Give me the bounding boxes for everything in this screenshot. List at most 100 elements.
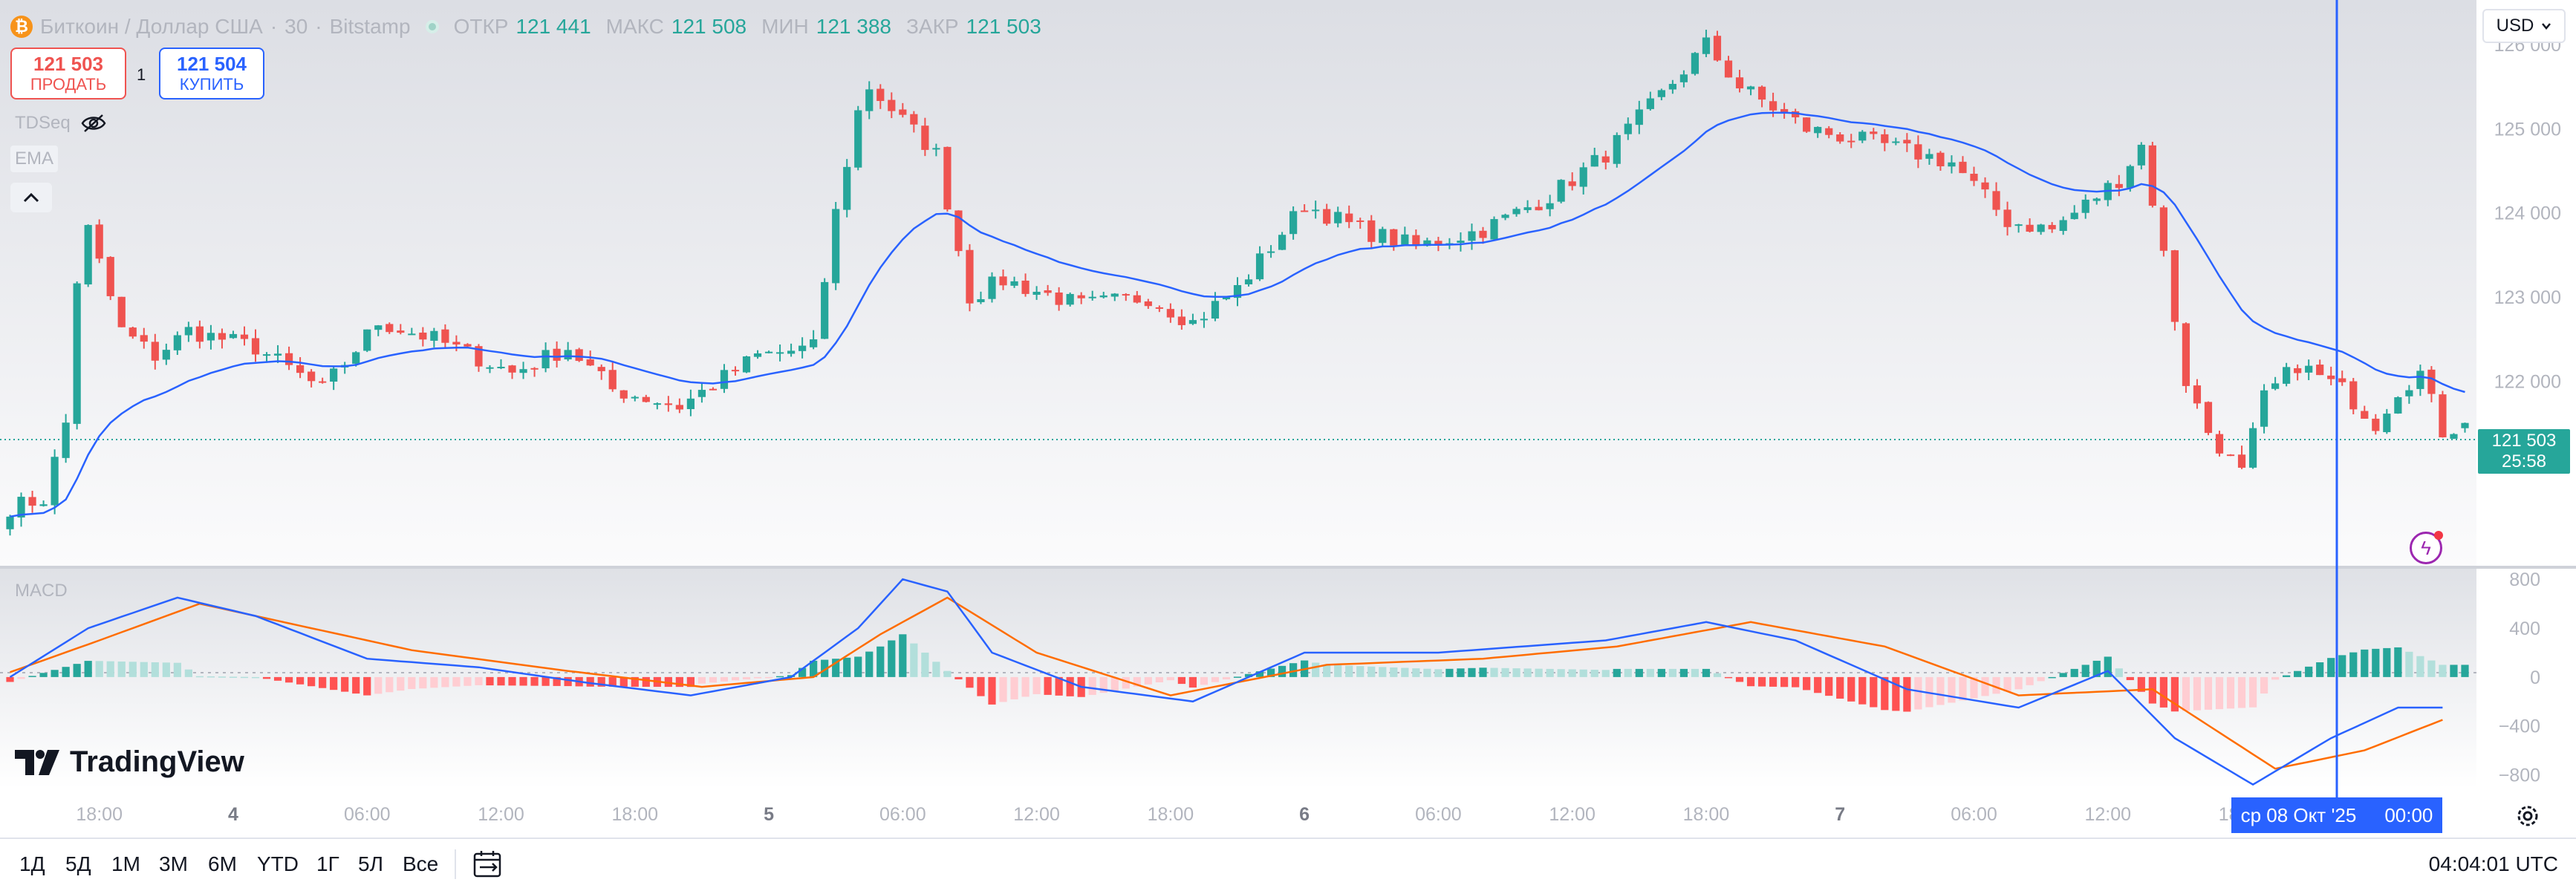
macd-histogram-bar: [2338, 655, 2346, 677]
macd-histogram-bar: [173, 662, 181, 677]
tradingview-logo[interactable]: TradingView: [15, 745, 244, 779]
candle-body: [151, 342, 159, 361]
macd-histogram-bar: [1657, 668, 1665, 677]
macd-histogram-bar: [932, 662, 940, 677]
range-all[interactable]: Все: [403, 852, 439, 875]
candle-body: [2048, 225, 2056, 229]
macd-histogram-bar: [821, 659, 829, 677]
macd-histogram-bar: [352, 676, 360, 694]
candle-body: [308, 371, 316, 382]
symbol-header[interactable]: ₿ Биткоин / Доллар США · 30 · Bitstamp О…: [10, 10, 1041, 43]
candle-body: [1635, 109, 1643, 125]
candle-body: [564, 350, 572, 360]
macd-histogram-bar: [631, 676, 639, 687]
sell-button[interactable]: 121 503 ПРОДАТЬ: [10, 48, 126, 99]
candle-body: [319, 381, 327, 383]
range-6m[interactable]: 6М: [208, 852, 237, 875]
macd-histogram-bar: [1177, 676, 1185, 685]
macd-histogram-bar: [876, 646, 885, 677]
macd-legend[interactable]: MACD: [10, 578, 72, 604]
candle-body: [988, 276, 996, 299]
collapse-legend-button[interactable]: [10, 183, 52, 212]
candle-body: [1088, 296, 1096, 298]
candle-body: [1278, 235, 1287, 250]
macd-histogram-bar: [1948, 676, 1956, 703]
candle-body: [2316, 365, 2324, 376]
candle-body: [619, 390, 628, 399]
candle-body: [1892, 141, 1900, 143]
macd-histogram-bar: [1144, 676, 1152, 685]
macd-histogram-bar: [2215, 676, 2224, 710]
symbol-title[interactable]: Биткоин / Доллар США: [40, 15, 263, 38]
macd-histogram-bar: [1334, 665, 1342, 677]
macd-histogram-bar: [2070, 668, 2078, 677]
candle-body: [2026, 224, 2034, 232]
eye-off-icon[interactable]: [81, 114, 106, 133]
time-tick-label: 18:00: [76, 804, 123, 825]
macd-histogram-bar: [2461, 665, 2469, 677]
tdseq-legend[interactable]: TDSeq: [10, 110, 111, 137]
macd-histogram-bar: [1914, 676, 1922, 710]
macd-histogram-bar: [1836, 676, 1844, 699]
market-status-icon[interactable]: [425, 20, 439, 33]
candle-body: [218, 333, 227, 340]
candle-body: [95, 224, 103, 259]
macd-histogram-bar: [2294, 670, 2302, 677]
time-tick-label: 12:00: [1013, 804, 1060, 825]
candle-body: [1312, 209, 1320, 212]
candle-body: [1066, 293, 1074, 305]
candle-body: [832, 209, 840, 284]
macd-histogram-bar: [1535, 668, 1543, 677]
candle-body: [2271, 383, 2280, 389]
separator-dot: ·: [315, 15, 322, 38]
candle-body: [1301, 210, 1309, 212]
candle-body: [1356, 220, 1365, 222]
lightning-icon[interactable]: ϟ: [2410, 531, 2443, 564]
candle-body: [1590, 154, 1598, 167]
range-5d[interactable]: 5Д: [65, 852, 91, 875]
macd-histogram-bar: [2193, 676, 2202, 711]
ema-legend[interactable]: EMA: [10, 146, 59, 172]
candle-body: [843, 166, 851, 210]
macd-histogram-bar: [441, 676, 449, 688]
macd-histogram-bar: [1434, 669, 1443, 677]
candle-body: [575, 349, 583, 362]
candle-body: [352, 352, 360, 364]
macd-tick-label: −400: [2499, 716, 2540, 737]
candle-body: [1166, 309, 1174, 318]
tdseq-label: TDSeq: [15, 113, 71, 133]
macd-histogram-bar: [206, 676, 215, 678]
candle-body: [28, 497, 36, 506]
currency-select[interactable]: USD: [2482, 9, 2566, 43]
interval-label[interactable]: 30: [284, 15, 308, 38]
range-1y[interactable]: 1Г: [316, 852, 339, 875]
buy-button[interactable]: 121 504 КУПИТЬ: [159, 48, 264, 99]
range-1d[interactable]: 1Д: [19, 852, 45, 875]
range-5y[interactable]: 5Л: [358, 852, 383, 875]
macd-histogram-bar: [2327, 658, 2335, 677]
macd-histogram-bar: [753, 676, 762, 679]
range-3m[interactable]: 3М: [159, 852, 188, 875]
range-1m[interactable]: 1М: [111, 852, 140, 875]
candle-body: [642, 396, 650, 402]
range-ytd[interactable]: YTD: [257, 852, 299, 875]
macd-histogram-bar: [519, 676, 527, 686]
gear-icon[interactable]: [2514, 802, 2542, 830]
macd-histogram-bar: [1981, 676, 1989, 696]
macd-histogram-bar: [2048, 676, 2056, 679]
macd-histogram-bar: [954, 676, 963, 679]
macd-histogram-bar: [2450, 665, 2458, 677]
candle-body: [799, 345, 807, 351]
candle-body: [1323, 209, 1331, 224]
candle-body: [2361, 411, 2369, 419]
candle-body: [486, 367, 494, 369]
macd-histogram-bar: [1757, 676, 1766, 687]
macd-histogram-bar: [1579, 669, 1587, 677]
candle-body: [1668, 84, 1676, 90]
macd-histogram-bar: [319, 676, 327, 688]
macd-histogram-bar: [2204, 676, 2213, 710]
macd-tick-label: 0: [2530, 667, 2540, 688]
calendar-range-icon[interactable]: [472, 849, 505, 879]
utc-clock[interactable]: 04:04:01 UTC: [2428, 852, 2558, 875]
